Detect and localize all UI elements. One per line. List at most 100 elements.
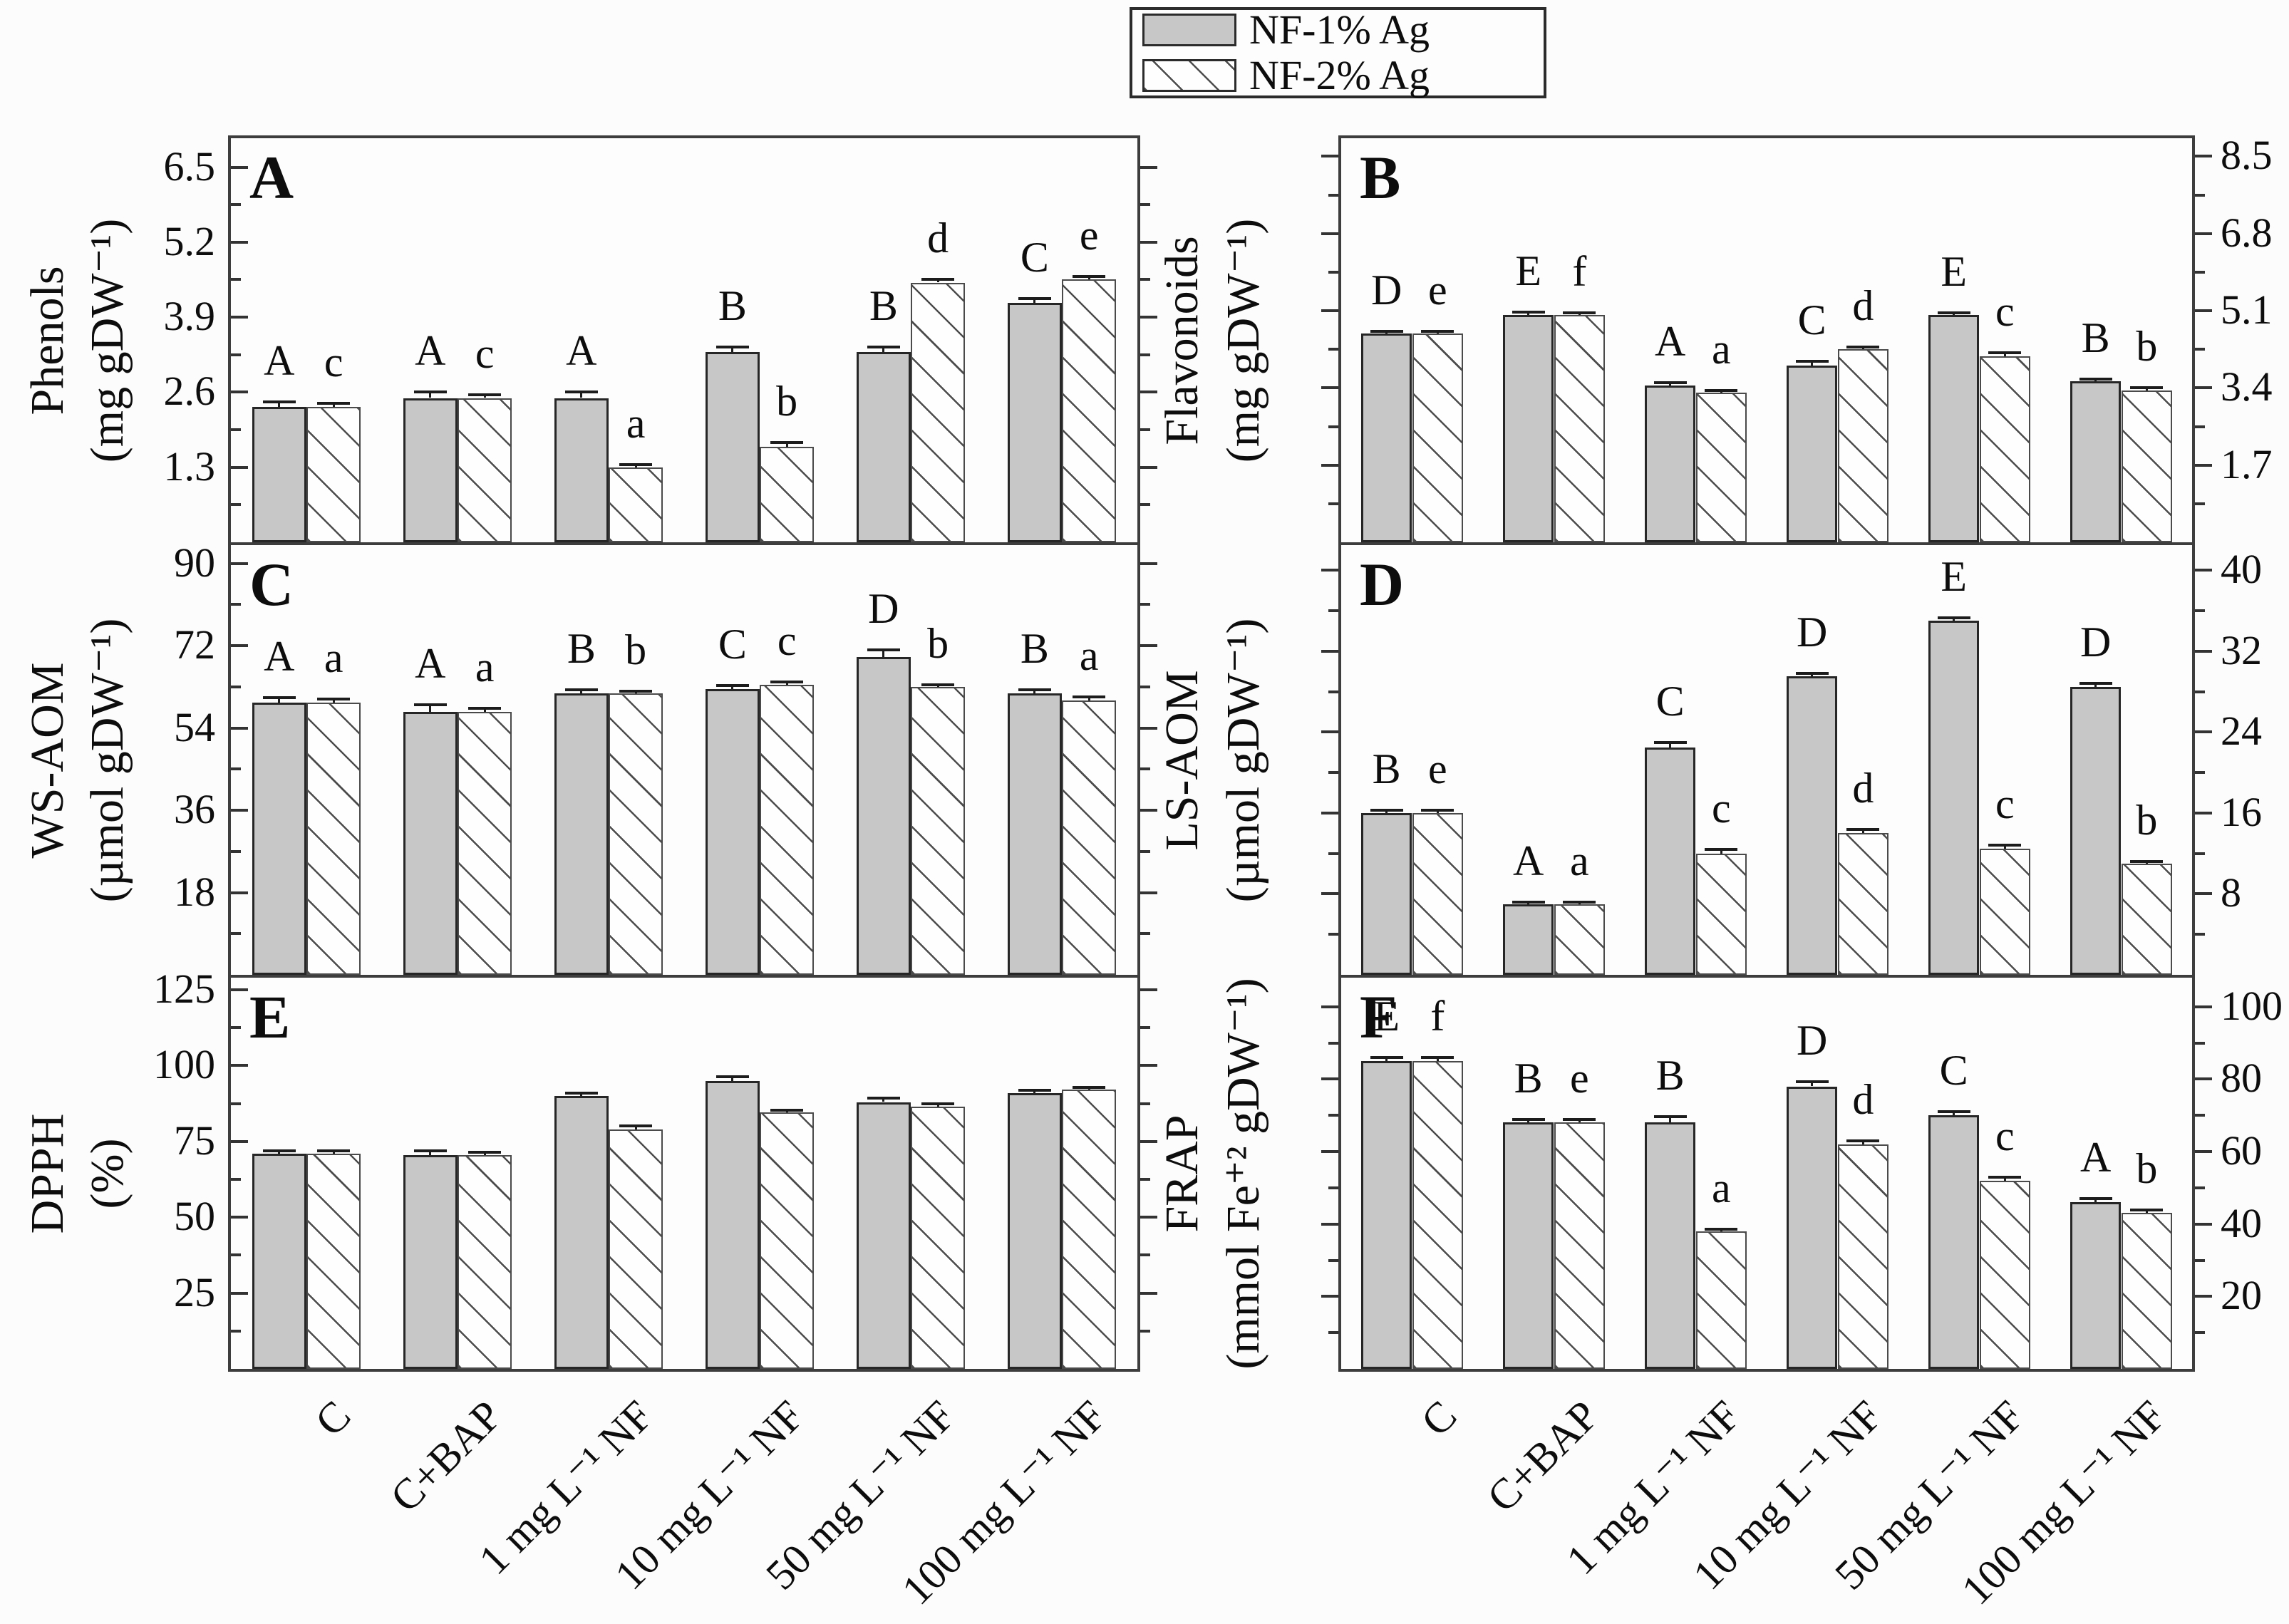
minor-tick — [1328, 502, 1338, 505]
y-tick-label: 1.7 — [2221, 440, 2273, 487]
significance-letter: e — [1427, 267, 1447, 314]
bar-b-5-nf1 — [1928, 315, 1980, 542]
bar-f-6-nf2 — [2121, 1213, 2173, 1369]
minor-tick — [1328, 933, 1338, 936]
minor-tick — [1140, 767, 1150, 771]
y-tick-label: 6.8 — [2221, 209, 2273, 256]
error-bar-cap — [1018, 1088, 1051, 1092]
significance-letter: B — [869, 282, 898, 330]
bar-d-6-nf1 — [2070, 686, 2122, 975]
error-bar-cap — [770, 680, 804, 683]
error-bar-cap — [262, 400, 296, 404]
major-tick — [231, 316, 248, 319]
bar-f-5-nf1 — [1928, 1115, 1980, 1369]
major-tick — [231, 1139, 248, 1143]
panel-letter-b: B — [1360, 143, 1401, 212]
major-tick — [1321, 569, 1338, 572]
bar-b-4-nf2 — [1837, 349, 1889, 542]
bar-e-2-nf2 — [458, 1154, 512, 1369]
significance-letter: C — [1797, 296, 1826, 344]
error-bar — [1385, 1057, 1388, 1061]
significance-letter: B — [718, 282, 747, 330]
bar-a-5-nf1 — [856, 351, 911, 542]
major-tick — [231, 809, 248, 812]
error-bar-cap — [867, 648, 900, 651]
minor-tick — [2195, 1186, 2205, 1189]
major-tick — [1321, 155, 1338, 158]
bar-d-5-nf1 — [1928, 621, 1980, 975]
significance-letter: b — [625, 626, 647, 673]
significance-letter: A — [1655, 318, 1686, 366]
minor-tick — [1328, 1331, 1338, 1335]
y-tick-label: 60 — [2221, 1127, 2262, 1174]
bar-e-6-nf1 — [1007, 1092, 1062, 1369]
significance-letter: c — [1711, 785, 1731, 832]
error-bar-cap — [2079, 377, 2112, 381]
significance-letter: b — [2136, 797, 2158, 844]
bar-e-3-nf1 — [554, 1095, 609, 1369]
minor-tick — [2195, 1114, 2205, 1117]
major-tick — [1140, 726, 1157, 730]
x-axis-label: C+BAP — [1477, 1391, 1608, 1521]
y-tick-label: 6.5 — [163, 143, 216, 190]
legend: NF-1% Ag NF-2% Ag — [1130, 7, 1546, 98]
major-tick — [2195, 232, 2212, 235]
y-axis-title: Flavonoids — [1156, 235, 1208, 445]
minor-tick — [1140, 849, 1150, 853]
bar-b-4-nf1 — [1786, 365, 1838, 542]
y-tick-label: 3.9 — [163, 293, 216, 340]
error-bar — [785, 442, 788, 448]
bar-f-1-nf1 — [1360, 1060, 1412, 1369]
error-bar — [2094, 683, 2097, 687]
bar-a-6-nf1 — [1007, 302, 1062, 542]
minor-tick — [1140, 353, 1150, 356]
panel-letter-f: F — [1360, 983, 1397, 1051]
y-tick-label: 50 — [174, 1193, 215, 1240]
significance-letter: A — [415, 327, 446, 375]
minor-tick — [231, 428, 241, 432]
minor-tick — [1328, 425, 1338, 428]
y-tick-label: 32 — [2221, 626, 2262, 673]
bar-d-2-nf2 — [1554, 904, 1606, 975]
major-tick — [2195, 811, 2212, 814]
error-bar — [483, 708, 486, 713]
minor-tick — [231, 1253, 241, 1257]
error-bar — [332, 403, 335, 407]
bar-f-5-nf2 — [1979, 1180, 2031, 1369]
error-bar-cap — [1988, 351, 2022, 355]
bar-c-4-nf1 — [705, 689, 760, 975]
significance-letter: c — [1995, 288, 2015, 336]
y-tick-label: 40 — [2221, 546, 2262, 593]
major-tick — [2195, 1150, 2212, 1153]
major-tick — [231, 988, 248, 992]
error-bar-cap — [1705, 1227, 1738, 1231]
y-axis-unit: (µmol gDW⁻¹) — [81, 618, 133, 902]
minor-tick — [1140, 932, 1150, 936]
significance-letter: A — [2080, 1133, 2112, 1181]
minor-tick — [2195, 690, 2205, 693]
minor-tick — [231, 685, 241, 688]
error-bar — [483, 395, 486, 398]
bar-e-2-nf1 — [403, 1154, 458, 1369]
bar-c-5-nf2 — [911, 686, 966, 975]
x-axis-label: C+BAP — [381, 1391, 511, 1521]
bar-e-6-nf2 — [1062, 1090, 1117, 1369]
minor-tick — [1328, 348, 1338, 351]
minor-tick — [1140, 428, 1150, 432]
error-bar — [429, 704, 432, 713]
significance-letter: B — [2081, 314, 2110, 361]
error-bar-cap — [413, 1149, 447, 1153]
major-tick — [231, 391, 248, 394]
bar-e-1-nf1 — [252, 1153, 306, 1369]
minor-tick — [231, 1102, 241, 1105]
significance-letter: E — [1515, 247, 1541, 294]
bar-b-6-nf2 — [2121, 390, 2173, 542]
error-bar-cap — [1795, 672, 1829, 676]
error-bar — [1953, 1111, 1955, 1116]
error-bar-cap — [770, 1108, 804, 1112]
major-tick — [231, 1216, 248, 1219]
error-bar — [882, 1097, 885, 1102]
error-bar — [1436, 810, 1439, 813]
error-bar-cap — [2130, 860, 2164, 864]
